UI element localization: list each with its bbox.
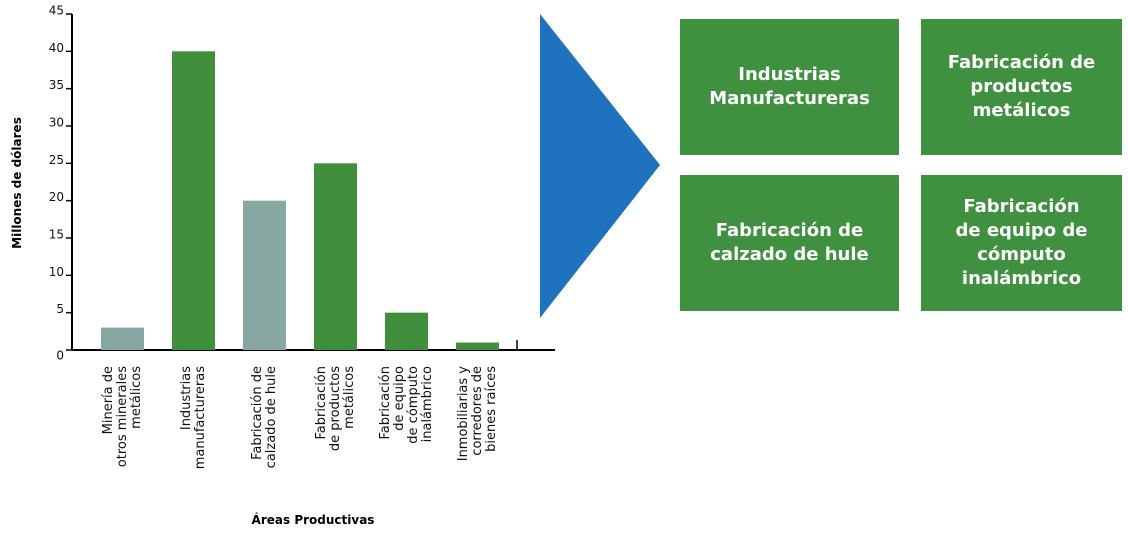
y-tick-label: 35 (49, 78, 64, 92)
bar (243, 200, 286, 350)
x-tick-label: Inmobiliarias y corredores de bienes raí… (455, 366, 499, 462)
x-tick-label: Fabricación de equipo de cómputo inalámb… (377, 366, 435, 444)
bar (101, 327, 144, 350)
y-tick-label: 0 (56, 349, 64, 363)
y-tick-label: 40 (49, 41, 64, 55)
box: Fabricación de equipo de cómputo inalámb… (921, 175, 1122, 311)
box: Industrias Manufactureras (680, 19, 899, 155)
bar (385, 312, 428, 350)
bar (172, 51, 215, 350)
x-tick-label: Fabricación de productos metálicos (313, 366, 357, 452)
y-tick-label: 15 (49, 228, 64, 242)
x-tick-label: Industrias manufactureras (178, 366, 208, 470)
box: Fabricación de calzado de hule (680, 175, 899, 311)
arrow (540, 14, 660, 318)
y-tick-label: 45 (49, 4, 64, 18)
y-tick-label: 25 (49, 153, 64, 167)
bar (456, 342, 499, 350)
x-axis-label: Áreas Productivas (251, 513, 375, 527)
x-tick-label: Fabricación de calzado de hule (249, 366, 279, 469)
y-tick-label: 20 (49, 190, 64, 204)
bar (314, 163, 357, 350)
y-tick-label: 10 (49, 265, 64, 279)
y-axis-label: Millones de dólares (10, 117, 24, 249)
y-tick-label: 5 (56, 302, 64, 316)
y-tick-label: 30 (49, 116, 64, 130)
x-tick-label: Minería de otros minerales metálicos (100, 366, 144, 468)
box: Fabricación de productos metálicos (921, 19, 1122, 155)
